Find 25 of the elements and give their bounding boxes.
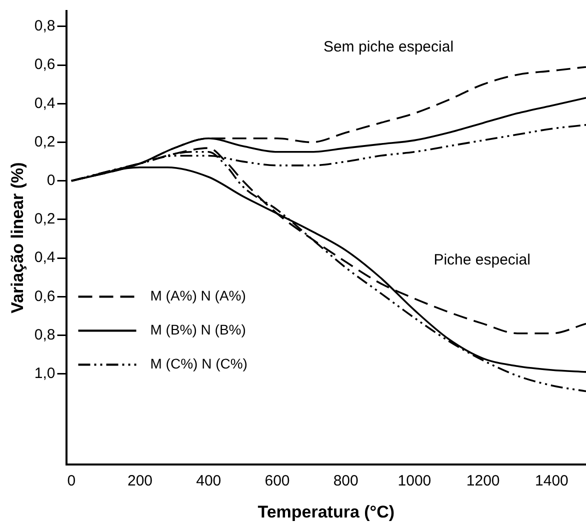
y-tick-label: 0,4: [34, 94, 56, 112]
y-tick-label: 0,2: [34, 133, 56, 150]
y-tick-label: 1,0: [34, 365, 56, 382]
legend-label: M (B%) N (B%): [150, 322, 246, 338]
annotation: Piche especial: [434, 252, 530, 269]
x-tick-label: 1400: [535, 472, 568, 490]
x-tick-label: 0: [67, 472, 76, 490]
y-tick-label: 0,4: [34, 249, 56, 266]
y-tick-label: 0,2: [34, 210, 56, 228]
x-tick-label: 800: [333, 472, 358, 490]
x-tick-label: 200: [127, 472, 153, 490]
y-tick-label: 0,6: [34, 56, 56, 74]
annotation: Sem piche especial: [323, 38, 454, 56]
x-axis-title: Temperatura (°C): [258, 502, 395, 522]
x-tick-label: 1000: [398, 472, 432, 490]
y-tick-label: 0: [46, 172, 56, 189]
y-tick-label: 0,8: [34, 18, 56, 35]
y-tick-label: 0,6: [34, 288, 56, 305]
legend-label: M (A%) N (A%): [150, 288, 246, 304]
x-tick-label: 1200: [466, 472, 500, 490]
x-tick-label: 400: [196, 472, 222, 490]
y-axis-title: Variação linear (%): [8, 162, 27, 314]
y-tick-label: 0,8: [34, 326, 56, 344]
x-tick-label: 600: [264, 472, 290, 490]
legend-label: M (C%) N (C%): [150, 356, 248, 372]
